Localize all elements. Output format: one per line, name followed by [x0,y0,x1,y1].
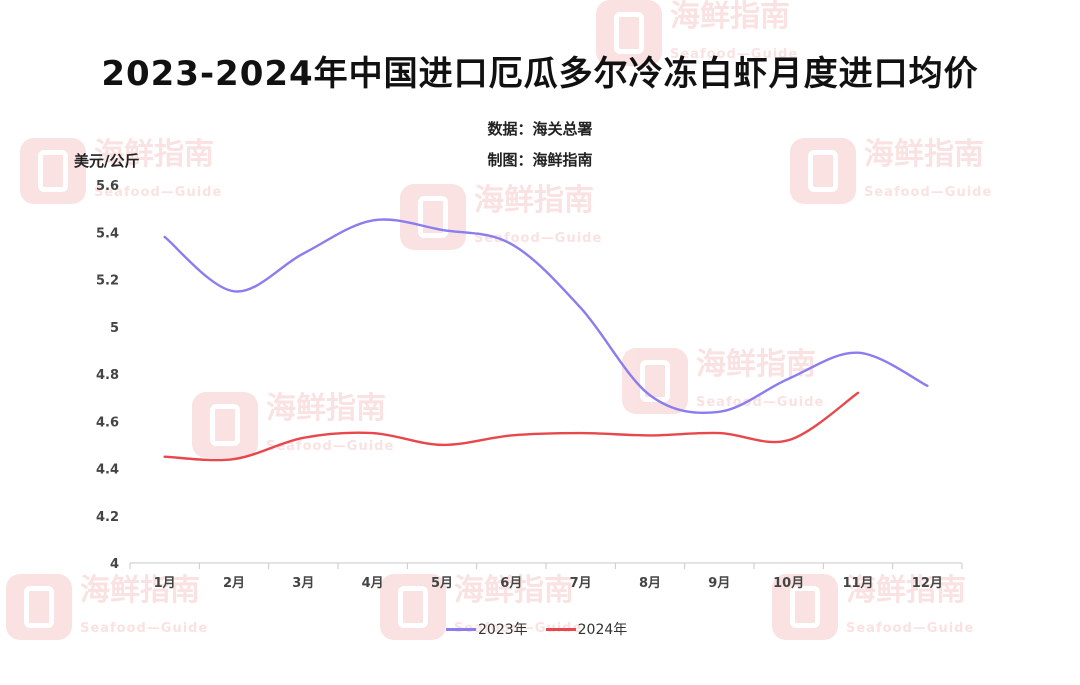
x-tick-label: 12月 [912,576,943,591]
series-line-2023 [163,218,929,415]
legend-swatch-2023 [446,627,476,631]
legend: 2023年 2024年 [446,619,645,639]
y-tick-label: 5.6 [96,179,119,194]
x-tick-label: 2月 [223,576,245,591]
y-tick-label: 4.4 [96,463,119,478]
y-tick-label: 4.8 [96,368,119,383]
x-tick-label: 6月 [500,576,522,591]
legend-label-2023: 2023年 [478,622,528,638]
x-tick-label: 9月 [708,576,730,591]
x-tick-label: 1月 [154,576,176,591]
chart-maker: 制图：海鲜指南 [487,151,593,169]
legend-item-2024: 2024年 [545,619,628,639]
data-source: 数据：海关总署 [487,120,593,138]
y-tick-label: 5.4 [96,226,119,241]
x-tick-label: 4月 [362,576,384,591]
y-tick-label: 4.2 [96,510,119,525]
y-tick-label: 4 [110,557,119,572]
series-line-2024 [163,391,860,462]
x-tick-label: 11月 [842,576,873,591]
x-tick-label: 8月 [639,576,661,591]
chart-title: 2023-2024年中国进口厄瓜多尔冷冻白虾月度进口均价 [101,54,979,94]
legend-swatch-2024 [545,627,576,631]
x-tick-label: 5月 [431,576,453,591]
y-tick-label: 5 [110,321,119,336]
x-tick-label: 3月 [292,576,314,591]
x-tick-label: 7月 [570,576,592,591]
x-tick-label: 10月 [773,576,804,591]
y-tick-label: 5.2 [96,274,119,289]
y-axis-unit: 美元/公斤 [74,152,140,170]
y-tick-label: 4.6 [96,415,119,430]
legend-item-2023: 2023年 [446,619,528,639]
legend-label-2024: 2024年 [577,622,628,638]
